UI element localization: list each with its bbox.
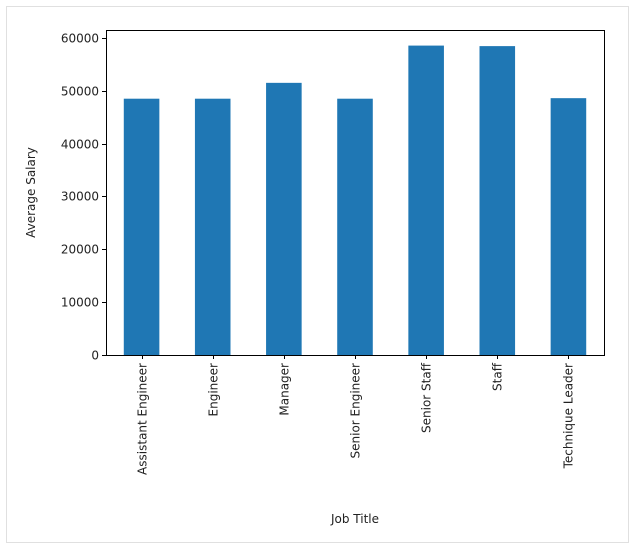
x-tick-label: Assistant Engineer — [136, 363, 150, 475]
x-axis: Assistant Engineer Engineer Manager Senior … — [136, 355, 576, 475]
y-tick-label: 40000 — [61, 138, 99, 152]
y-tick-label: 10000 — [61, 296, 99, 310]
bar-manager — [266, 82, 302, 356]
y-axis-label: Average Salary — [24, 147, 38, 238]
x-tick-label: Manager — [278, 363, 292, 416]
figure-frame: 0 10000 20000 30000 40000 50000 60000 Assistan… — [6, 6, 629, 543]
y-tick-label: 20000 — [61, 243, 99, 257]
y-tick-label: 0 — [91, 349, 99, 363]
x-axis-label: Job Title — [330, 512, 379, 526]
plot-area-frame — [106, 30, 605, 356]
x-tick-label: Staff — [491, 362, 505, 391]
bars-group — [123, 45, 587, 356]
y-axis: 0 10000 20000 30000 40000 50000 60000 — [61, 32, 106, 363]
bar-senior-engineer — [337, 98, 373, 355]
x-tick-label: Senior Staff — [420, 362, 434, 433]
bar-technique-leader — [550, 98, 587, 356]
bar-staff — [479, 46, 516, 355]
bar-senior-staff — [408, 45, 444, 356]
bar-assistant-engineer — [123, 98, 160, 355]
bar-chart: 0 10000 20000 30000 40000 50000 60000 Assistan… — [24, 30, 605, 526]
y-tick-label: 30000 — [61, 190, 99, 204]
bar-engineer — [194, 98, 231, 355]
x-tick-label: Technique Leader — [562, 363, 576, 469]
x-tick-label: Engineer — [207, 363, 221, 417]
y-tick-label: 50000 — [61, 85, 99, 99]
x-tick-label: Senior Engineer — [349, 363, 363, 459]
y-tick-label: 60000 — [61, 32, 99, 46]
